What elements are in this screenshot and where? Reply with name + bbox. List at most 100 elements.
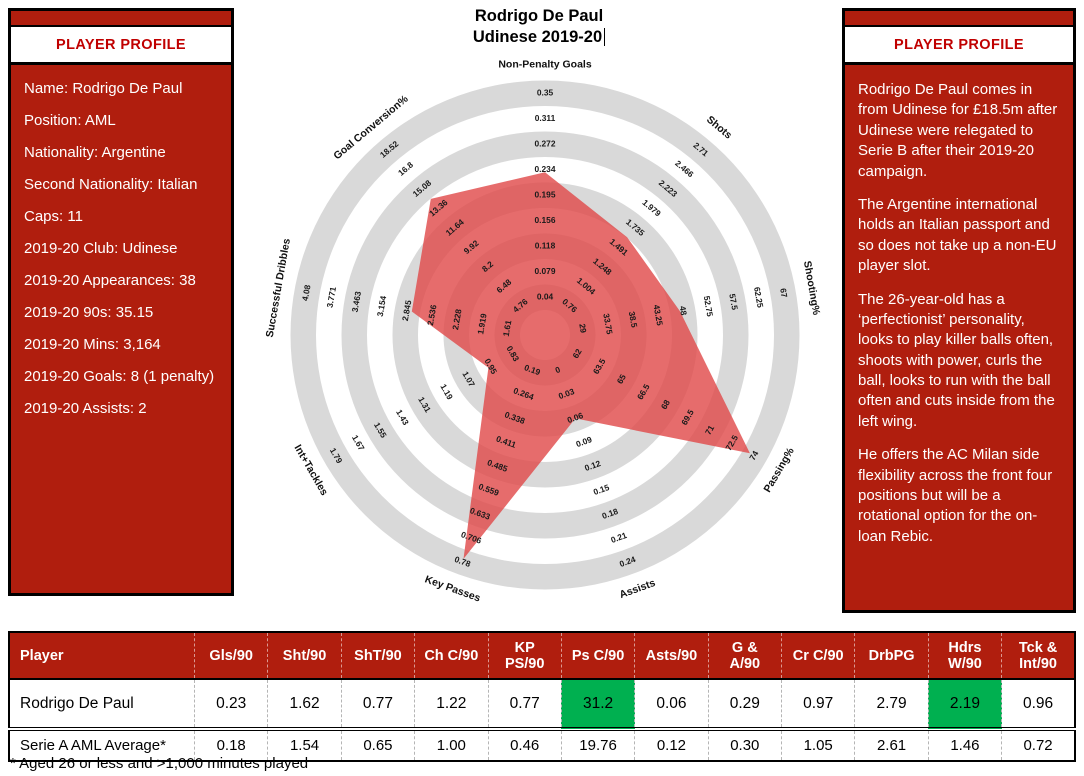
stat-cell[interactable]: 0.96 [1001, 679, 1075, 729]
radar-tick-label: 33.75 [601, 313, 615, 336]
radar-tick-label: 2.845 [400, 299, 414, 322]
stat-cell[interactable]: 1.54 [267, 727, 342, 761]
left-profile-heading: PLAYER PROFILE [11, 27, 231, 65]
radar-tick-label: 43.25 [652, 304, 666, 327]
radar-polygon [411, 172, 750, 559]
stat-cell[interactable]: 31.2 [560, 679, 635, 729]
player-name-cell[interactable]: Serie A AML Average* [9, 727, 195, 761]
radar-tick-label: 0.04 [537, 292, 554, 302]
right-profile-panel[interactable]: PLAYER PROFILE Rodrigo De Paul comes in … [842, 8, 1076, 613]
stat-cell[interactable]: 0.65 [340, 727, 415, 761]
table-header-cell: Cr C/90 [780, 632, 855, 680]
radar-tick-label: 0.272 [535, 139, 556, 149]
stat-cell[interactable]: 0.12 [634, 727, 709, 761]
profile-paragraph: The Argentine international holds an Ita… [858, 195, 1057, 275]
radar-axis-title: Shooting% [801, 260, 822, 317]
stat-cell[interactable]: 0.18 [193, 727, 268, 761]
stat-cell[interactable]: 1.00 [414, 727, 488, 761]
profile-line: Nationality: Argentine [24, 144, 166, 161]
radar-tick-label: 0.311 [535, 113, 556, 123]
profile-line: 2019-20 Mins: 3,164 [24, 336, 161, 353]
radar-chart[interactable]: 0.04 0.079 0.118 0.156 0.195 0.234 0.272 0.311 0… [234, 0, 844, 628]
table-header-cell: Gls/90 [193, 632, 268, 680]
stat-cell[interactable]: 0.72 [1001, 727, 1075, 761]
radar-tick-label: 67 [778, 287, 790, 298]
stat-cell[interactable]: 0.97 [780, 679, 855, 729]
radar-tick-label: 0.156 [535, 215, 556, 225]
table-row: Rodrigo De Paul 0.23 1.62 0.77 1.22 0.77 31.2 0… [9, 679, 1075, 729]
radar-tick-label: 2.536 [425, 304, 439, 327]
profile-line: Name: Rodrigo De Paul [24, 80, 183, 97]
radar-tick-label: 0.118 [535, 241, 556, 251]
table-header-cell: Hdrs W/90 [927, 632, 1002, 680]
stats-table[interactable]: Player Gls/90 Sht/90 ShT/90 Ch C/90 KP PS/90 P… [8, 631, 1076, 762]
stat-cell[interactable]: 1.22 [414, 679, 488, 729]
profile-line: Caps: 11 [24, 208, 83, 225]
table-header-cell: G & A/90 [707, 632, 782, 680]
stat-cell[interactable]: 1.62 [267, 679, 342, 729]
radar-tick-label: 3.463 [350, 290, 364, 313]
left-profile-body: Name: Rodrigo De Paul Position: AML Nation… [11, 65, 231, 593]
chart-title-player: Rodrigo De Paul [474, 7, 604, 25]
stat-cell[interactable]: 1.05 [780, 727, 855, 761]
table-header-cell: KP PS/90 [487, 632, 562, 680]
table-header-cell: Asts/90 [634, 632, 709, 680]
radar-tick-label: 0.234 [535, 164, 556, 174]
table-row: Serie A AML Average* 0.18 1.54 0.65 1.00 0.46… [9, 727, 1075, 761]
stat-cell[interactable]: 0.46 [487, 727, 562, 761]
table-header-cell: Player [9, 632, 195, 680]
right-profile-heading: PLAYER PROFILE [845, 27, 1073, 65]
stat-cell[interactable]: 0.77 [340, 679, 415, 729]
table-header-cell: Ch C/90 [414, 632, 488, 680]
left-panel-top-strip [11, 11, 231, 27]
radar-axis-title: Shots [704, 114, 734, 142]
radar-tick-label: 57.5 [727, 293, 740, 311]
profile-line: Second Nationality: Italian [24, 176, 198, 193]
radar-tick-label: 0.35 [537, 88, 554, 98]
profile-line: 2019-20 Assists: 2 [24, 400, 147, 417]
radar-axis-title: Successful Dribbles [264, 237, 293, 338]
chart-title-season: Udinese 2019-20 [472, 28, 603, 47]
stat-cell[interactable]: 2.79 [854, 679, 929, 729]
table-header-cell: Ps C/90 [560, 632, 635, 680]
player-name-cell[interactable]: Rodrigo De Paul [9, 679, 195, 729]
right-panel-top-strip [845, 11, 1073, 27]
table-header-cell: DrbPG [854, 632, 929, 680]
radar-tick-label: 48 [678, 305, 690, 316]
profile-paragraph: The 26-year-old has a ‘perfectionist’ pe… [858, 290, 1055, 430]
stat-cell[interactable]: 0.29 [707, 679, 782, 729]
radar-tick-label: 1.61 [501, 319, 514, 337]
table-header-cell: Tck & Int/90 [1001, 632, 1075, 680]
table-footnote: * Aged 26 or less and >1,000 minutes pla… [10, 755, 309, 772]
stat-cell[interactable]: 0.77 [487, 679, 562, 729]
stat-cell[interactable]: 2.61 [854, 727, 929, 761]
profile-line: Position: AML [24, 112, 116, 129]
chart-title[interactable]: Rodrigo De Paul Udinese 2019-20 [234, 6, 844, 49]
text-cursor [604, 28, 606, 47]
radar-tick-label: 0.195 [535, 190, 556, 200]
table-header-cell: Sht/90 [267, 632, 342, 680]
profile-paragraph: He offers the AC Milan side flexibility … [858, 446, 1053, 545]
stat-cell[interactable]: 2.19 [927, 679, 1002, 729]
right-profile-body: Rodrigo De Paul comes in from Udinese fo… [845, 65, 1073, 610]
radar-tick-label: 2.228 [450, 308, 464, 331]
stat-cell[interactable]: 0.30 [707, 727, 782, 761]
profile-line: 2019-20 Appearances: 38 [24, 272, 196, 289]
radar-tick-label: 3.154 [375, 295, 389, 318]
radar-axis-title: Assists [618, 577, 657, 601]
left-profile-panel[interactable]: PLAYER PROFILE Name: Rodrigo De Paul Posi… [8, 8, 234, 596]
profile-line: 2019-20 Club: Udinese [24, 240, 178, 257]
radar-tick-label: 0 [554, 364, 562, 375]
stat-cell[interactable]: 0.06 [634, 679, 709, 729]
radar-axis-title: Non-Penalty Goals [498, 58, 592, 70]
profile-line: 2019-20 Goals: 8 (1 penalty) [24, 368, 215, 385]
stat-cell[interactable]: 0.23 [193, 679, 268, 729]
radar-tick-label: 1.919 [475, 312, 489, 335]
stat-cell[interactable]: 19.76 [560, 727, 635, 761]
radar-tick-label: 29 [577, 323, 589, 334]
stat-cell[interactable]: 1.46 [927, 727, 1002, 761]
radar-tick-label: 4.08 [300, 284, 313, 302]
radar-tick-label: 38.5 [627, 311, 640, 329]
profile-paragraph: Rodrigo De Paul comes in from Udinese fo… [858, 81, 1058, 180]
